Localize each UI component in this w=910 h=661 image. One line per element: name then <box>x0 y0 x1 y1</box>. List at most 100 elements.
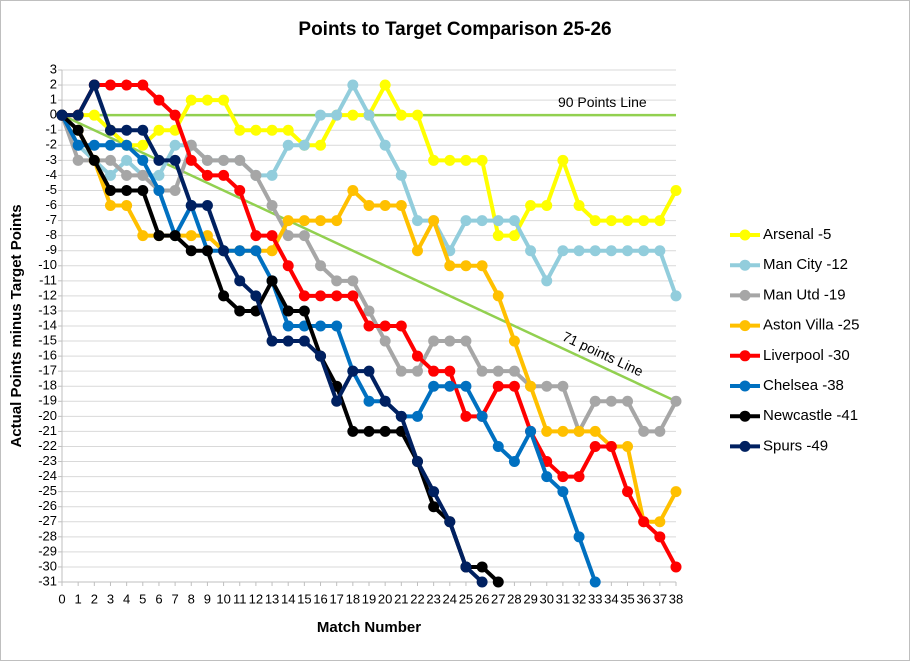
legend-label: Spurs -49 <box>763 437 828 454</box>
data-point <box>444 154 456 166</box>
data-point <box>589 425 601 437</box>
data-point <box>589 215 601 227</box>
x-tick-label: 15 <box>297 591 311 606</box>
x-tick-label: 19 <box>362 591 376 606</box>
x-tick-label: 30 <box>540 591 554 606</box>
y-tick-label: -3 <box>45 152 57 167</box>
data-point <box>379 395 391 407</box>
legend-marker <box>739 380 751 392</box>
x-tick-label: 1 <box>75 591 82 606</box>
data-point <box>153 230 165 242</box>
data-point <box>121 139 133 151</box>
data-point <box>444 516 456 528</box>
x-tick-label: 12 <box>249 591 263 606</box>
x-tick-label: 27 <box>491 591 505 606</box>
data-point <box>444 380 456 392</box>
x-tick-label: 8 <box>188 591 195 606</box>
data-point <box>347 290 359 302</box>
data-point <box>541 380 553 392</box>
data-point <box>460 410 472 422</box>
data-point <box>137 79 149 91</box>
data-point <box>363 395 375 407</box>
data-point <box>250 245 262 257</box>
data-point <box>266 124 278 136</box>
y-tick-label: -16 <box>38 348 57 363</box>
x-axis-label: Match Number <box>317 619 421 636</box>
x-tick-label: 25 <box>459 591 473 606</box>
data-point <box>363 365 375 377</box>
x-tick-label: 17 <box>329 591 343 606</box>
data-point <box>331 320 343 332</box>
data-point <box>282 230 294 242</box>
data-point <box>169 139 181 151</box>
y-tick-label: -10 <box>38 257 57 272</box>
data-point <box>557 245 569 257</box>
x-tick-label: 21 <box>394 591 408 606</box>
x-tick-label: 0 <box>58 591 65 606</box>
data-point <box>104 124 116 136</box>
x-tick-label: 2 <box>91 591 98 606</box>
data-point <box>411 109 423 121</box>
data-point <box>411 365 423 377</box>
data-point <box>121 200 133 212</box>
legend-label: Aston Villa -25 <box>763 317 859 334</box>
data-point <box>282 215 294 227</box>
data-point <box>266 275 278 287</box>
data-point <box>525 200 537 212</box>
y-axis-label: Actual Points minus Target Points <box>8 204 25 447</box>
data-point <box>218 154 230 166</box>
data-point <box>298 215 310 227</box>
legend-label: Liverpool -30 <box>763 347 850 364</box>
data-point <box>638 425 650 437</box>
data-point <box>379 139 391 151</box>
data-point <box>492 290 504 302</box>
data-point <box>315 109 327 121</box>
data-point <box>395 169 407 181</box>
y-tick-label: -18 <box>38 378 57 393</box>
data-point <box>411 456 423 468</box>
data-point <box>508 365 520 377</box>
y-tick-label: -5 <box>45 182 57 197</box>
data-point <box>492 365 504 377</box>
data-point <box>88 154 100 166</box>
data-point <box>331 395 343 407</box>
data-point <box>282 124 294 136</box>
x-tick-label: 11 <box>233 591 247 606</box>
data-point <box>508 215 520 227</box>
y-tick-label: 1 <box>50 92 57 107</box>
data-point <box>88 139 100 151</box>
data-point <box>541 425 553 437</box>
data-point <box>622 245 634 257</box>
data-point <box>137 124 149 136</box>
data-point <box>492 230 504 242</box>
data-point <box>250 230 262 242</box>
data-point <box>363 425 375 437</box>
x-tick-label: 4 <box>123 591 130 606</box>
x-tick-label: 3 <box>107 591 114 606</box>
y-tick-label: -26 <box>38 498 57 513</box>
data-point <box>444 335 456 347</box>
x-tick-label: 5 <box>139 591 146 606</box>
x-tick-label: 29 <box>523 591 537 606</box>
data-point <box>460 215 472 227</box>
data-point <box>104 139 116 151</box>
data-point <box>638 516 650 528</box>
data-point <box>298 139 310 151</box>
y-tick-label: -23 <box>38 453 57 468</box>
data-point <box>411 245 423 257</box>
data-point <box>508 230 520 242</box>
data-point <box>185 94 197 106</box>
data-point <box>201 154 213 166</box>
chart-title: Points to Target Comparison 25-26 <box>298 19 611 40</box>
y-tick-label: -17 <box>38 363 57 378</box>
series-line <box>60 113 500 584</box>
data-point <box>379 335 391 347</box>
x-tick-label: 36 <box>636 591 650 606</box>
data-point <box>622 486 634 498</box>
data-point <box>218 94 230 106</box>
data-point <box>557 471 569 483</box>
legend-marker <box>739 259 751 271</box>
data-point <box>444 260 456 272</box>
data-point <box>185 200 197 212</box>
data-point <box>428 215 440 227</box>
